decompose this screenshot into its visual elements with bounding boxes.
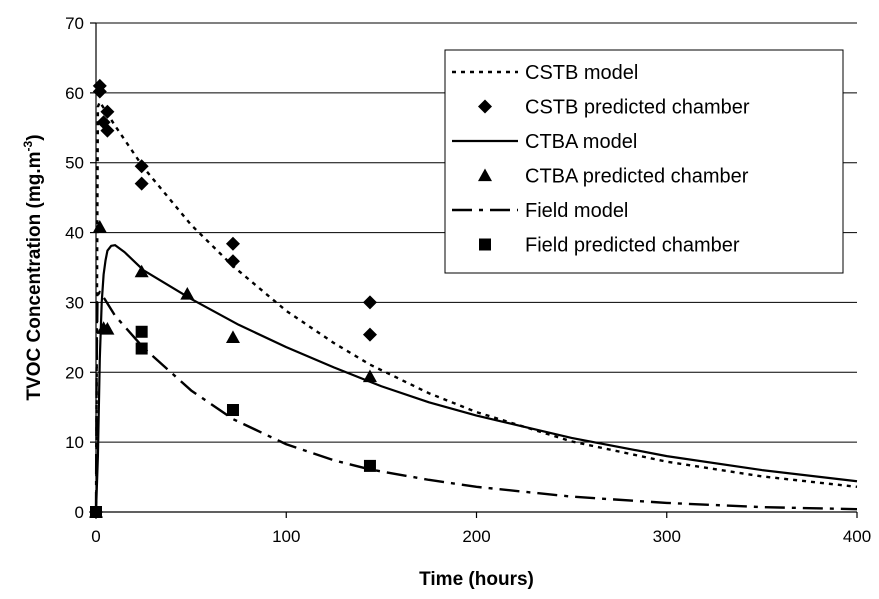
series-4 [94,290,858,513]
y-tick-label-5: 50 [65,154,84,173]
legend-swatch-3 [478,168,492,182]
ticks: 0 10 20 30 40 50 60 70 0 100 200 300 400 [65,14,871,546]
y-tick-label-6: 60 [65,84,84,103]
y-tick-label-1: 10 [65,433,84,452]
legend-label-0: CSTB model [525,62,638,84]
point-5-2 [135,342,148,355]
y-axis-title-main: TVOC Concentration (mg.m [24,151,45,400]
y-axis-title: TVOC Concentration (mg.m-3) [21,134,45,400]
legend-item-2: CTBA model [452,131,637,153]
legend-swatch-1 [478,99,492,114]
y-axis-title-superscript: -3 [21,140,35,151]
legend-item-1: CSTB predicted chamber [478,97,750,119]
legend-label-2: CTBA model [525,131,637,153]
point-5-3 [226,404,239,417]
series-1 [89,78,377,519]
legend: CSTB model CSTB predicted chamber CTBA mod… [444,49,844,274]
series [89,78,858,519]
y-tick-label-2: 20 [65,363,84,382]
y-tick-label-4: 40 [65,224,84,243]
point-5-1 [135,325,148,338]
legend-box [444,49,844,274]
point-1-11 [362,327,377,342]
point-1-2 [92,84,107,99]
x-axis-title: Time (hours) [419,569,534,590]
legend-label-1: CSTB predicted chamber [525,97,750,119]
y-tick-label-0: 0 [75,503,84,522]
series-line-0 [94,100,858,514]
x-tick-label-0: 0 [91,527,100,546]
point-3-3 [100,321,115,335]
series-5 [90,325,376,518]
series-2 [94,244,858,513]
series-line-2 [94,244,858,513]
point-1-6 [134,159,149,174]
point-3-1 [92,219,107,233]
point-3-5 [180,287,195,300]
point-1-5 [100,123,115,138]
legend-item-4: Field model [452,200,628,222]
legend-items: CSTB model CSTB predicted chamber CTBA mod… [452,62,750,257]
x-tick-label-2: 200 [462,527,490,546]
series-line-4 [94,290,858,513]
legend-label-5: Field predicted chamber [525,235,740,257]
x-tick-label-1: 100 [272,527,300,546]
point-1-7 [134,176,149,191]
legend-swatch-5 [479,238,491,251]
series-0 [94,100,858,514]
y-axis-title-close: ) [24,134,45,140]
point-3-6 [225,330,240,343]
y-tick-label-7: 70 [65,14,84,33]
point-5-0 [90,506,102,518]
x-tick-label-3: 300 [653,527,681,546]
x-tick-label-4: 400 [843,527,871,546]
point-1-10 [362,295,377,310]
legend-item-0: CSTB model [452,62,638,84]
point-1-8 [225,236,240,251]
y-tick-label-3: 30 [65,293,84,312]
point-3-7 [362,369,377,383]
legend-item-3: CTBA predicted chamber [478,166,749,188]
legend-label-3: CTBA predicted chamber [525,166,749,188]
point-5-4 [363,459,376,472]
point-1-9 [225,254,240,269]
legend-label-4: Field model [525,200,628,222]
legend-item-5: Field predicted chamber [479,235,740,257]
point-3-4 [134,264,149,278]
point-1-4 [100,104,115,119]
